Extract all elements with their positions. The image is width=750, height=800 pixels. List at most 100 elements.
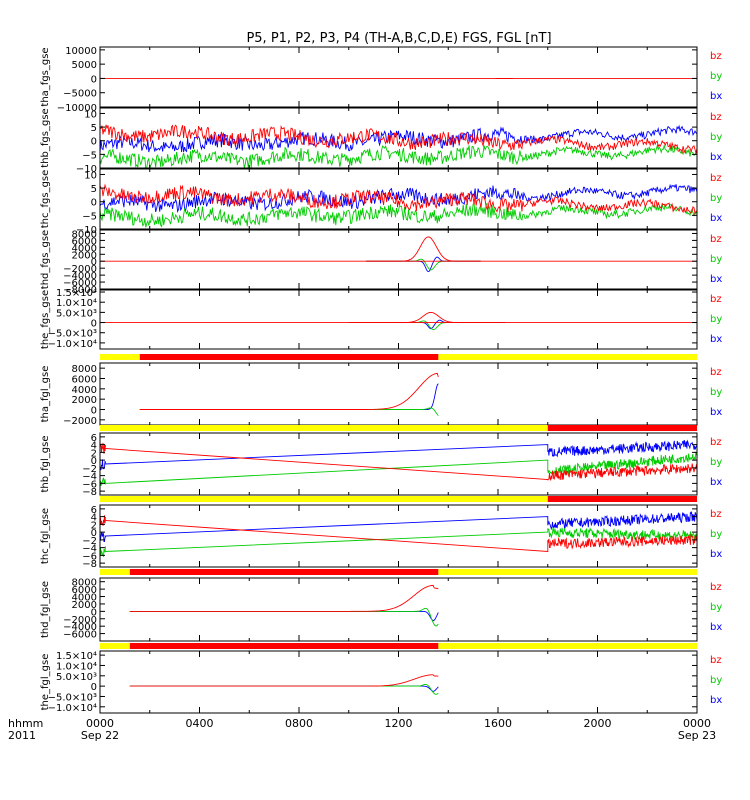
legend-entry-bz: bz — [710, 234, 722, 245]
legend-entry-by: by — [710, 314, 722, 325]
y-axis-label: thc_fgs_gse — [40, 170, 51, 229]
y-tick-label: 5.0×10³ — [56, 672, 97, 683]
y-tick-label: 8000 — [72, 229, 97, 240]
flag-ok-segment — [100, 425, 548, 431]
y-tick-label: 5 — [91, 184, 97, 195]
y-tick-label: 0 — [91, 74, 97, 85]
flag-ok-segment — [100, 496, 548, 502]
y-tick-label: 0 — [91, 257, 97, 268]
legend-entry-bz: bz — [710, 367, 722, 378]
series-line-bz — [366, 236, 481, 262]
panel-frame — [99, 46, 698, 108]
panel-frame — [99, 650, 698, 714]
flag-bad-segment — [547, 496, 697, 502]
y-tick-label: −2000 — [63, 416, 97, 427]
x-tick-label: 1600 — [484, 717, 512, 730]
legend-entry-by: by — [710, 71, 722, 82]
x-ticks — [99, 651, 698, 713]
y-tick-label: −5.0×10³ — [48, 692, 97, 703]
y-axis-label: thb_fgs_gse — [40, 108, 51, 167]
y-tick-label: −2000 — [63, 264, 97, 275]
series-group — [100, 439, 697, 487]
series-line-bx — [100, 124, 697, 154]
y-axis-label: tha_fgl_gse — [40, 366, 51, 423]
y-tick-label: 4 — [91, 441, 97, 452]
series-line-bx — [129, 685, 439, 692]
y-tick-label: 0 — [91, 137, 97, 148]
legend-entry-by: by — [710, 132, 722, 143]
y-tick-label: 2 — [91, 448, 97, 459]
legend: bz by bx — [710, 51, 722, 102]
x-tick-label: 0800 — [285, 717, 313, 730]
series-line-bx — [366, 256, 481, 273]
y-tick-label: 10000 — [65, 46, 97, 57]
time-axis-year: 2011 — [8, 729, 36, 742]
panel-the_fgs_gse: 1.5×10⁴1.0×10⁴5.0×10³0−5.0×10³−1.0×10⁴th… — [40, 288, 722, 350]
legend: bz by bx — [710, 173, 722, 224]
legend-entry-bz: bz — [710, 655, 722, 666]
y-tick-label: 6000 — [72, 375, 97, 386]
y-tick-label: −2000 — [63, 615, 97, 626]
x-tick-sublabel: Sep 23 — [678, 729, 716, 742]
y-tick-label: 1.5×10⁴ — [56, 651, 97, 662]
series-group — [129, 674, 439, 695]
flag-bar — [100, 643, 697, 649]
panel-frame — [99, 504, 698, 568]
y-tick-label: −5000 — [63, 89, 97, 100]
y-tick-label: 4000 — [72, 243, 97, 254]
x-ticks — [99, 230, 698, 289]
flag-bad-segment — [139, 354, 439, 360]
y-tick-label: 0 — [91, 456, 97, 467]
flag-bar — [100, 496, 697, 502]
legend-entry-by: by — [710, 529, 722, 540]
flag-ok-segment — [438, 354, 697, 360]
legend-entry-bx: bx — [710, 622, 722, 633]
panel-frame — [99, 362, 698, 426]
series-line-bx — [348, 319, 506, 330]
y-tick-label: −2 — [82, 464, 97, 475]
legend-entry-by: by — [710, 387, 722, 398]
y-tick-label: −6 — [82, 479, 97, 490]
legend-entry-by: by — [710, 254, 722, 265]
y-tick-label: −10 — [76, 164, 97, 175]
legend: bz by bx — [710, 655, 722, 706]
legend: bz by bx — [710, 367, 722, 418]
y-tick-label: −6000 — [63, 630, 97, 641]
x-tick-label: 0000 — [683, 717, 711, 730]
series-group — [100, 236, 697, 273]
legend: bz by bx — [710, 509, 722, 560]
legend-entry-bx: bx — [710, 213, 722, 224]
series-group — [129, 584, 439, 627]
series-line-by — [100, 451, 697, 487]
legend-entry-bz: bz — [710, 173, 722, 184]
y-tick-label: 8000 — [72, 364, 97, 375]
legend-entry-bx: bx — [710, 152, 722, 163]
y-tick-label: −4 — [82, 472, 97, 483]
y-tick-label: −8000 — [63, 285, 97, 296]
y-tick-label: 6000 — [72, 585, 97, 596]
series-group — [139, 372, 439, 416]
series-line-bz — [100, 515, 697, 552]
flag-bad-segment — [129, 643, 439, 649]
series-group — [100, 183, 697, 228]
legend-entry-bz: bz — [710, 509, 722, 520]
legend-entry-bz: bz — [710, 294, 722, 305]
x-tick-label: 0000 — [86, 717, 114, 730]
x-ticks — [99, 108, 698, 168]
y-tick-label: −8 — [82, 487, 97, 498]
y-tick-label: 0 — [91, 528, 97, 539]
y-tick-label: 4000 — [72, 593, 97, 604]
legend-entry-by: by — [710, 457, 722, 468]
y-tick-label: 2000 — [72, 600, 97, 611]
y-tick-label: 2000 — [72, 395, 97, 406]
x-ticks — [99, 433, 698, 495]
